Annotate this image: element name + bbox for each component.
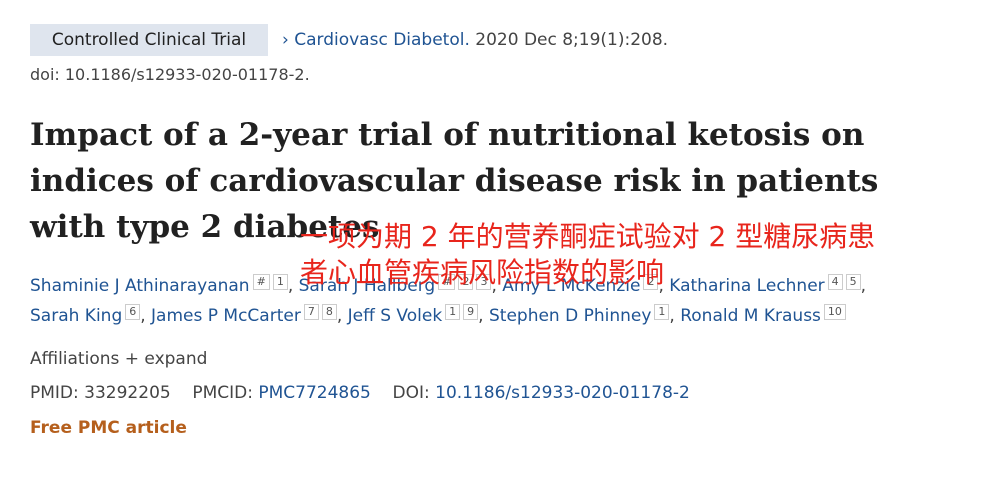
- affiliation-ref[interactable]: #: [438, 274, 456, 290]
- affiliation-ref[interactable]: 10: [823, 304, 846, 320]
- affiliation-ref[interactable]: 5: [845, 274, 861, 290]
- author-link[interactable]: Jeff S Volek: [347, 306, 443, 326]
- author-link[interactable]: James P McCarter: [151, 306, 301, 326]
- affiliation-ref[interactable]: 1: [654, 304, 670, 320]
- identifiers: PMID: 33292205 PMCID: PMC7724865 DOI: 10…: [30, 383, 690, 403]
- affiliation-ref[interactable]: 7: [303, 304, 319, 320]
- author-link[interactable]: Shaminie J Athinarayanan: [30, 276, 250, 296]
- affiliation-ref[interactable]: 3: [476, 274, 492, 290]
- authors: Shaminie J Athinarayanan #1, Sarah J Hall…: [30, 274, 867, 326]
- overlay-line: 者心血管疾病风险指数的影响: [300, 256, 665, 289]
- publication-type[interactable]: Controlled Clinical Trial: [30, 24, 268, 56]
- translation-overlay: 一项为期 2 年的营养酮症试验对 2 型糖尿病患 者心血管疾病风险指数的影响: [300, 219, 875, 291]
- affiliation-ref[interactable]: 2: [643, 274, 659, 290]
- affiliation-ref[interactable]: #: [252, 274, 270, 290]
- author-link[interactable]: Ronald M Krauss: [680, 306, 821, 326]
- author: Shaminie J Athinarayanan #1: [30, 274, 288, 296]
- author-link[interactable]: Stephen D Phinney: [488, 306, 652, 326]
- doi-link[interactable]: 10.1186/s12933-020-01178-2: [435, 383, 690, 403]
- citation: › Cardiovasc Diabetol. 2020 Dec 8;19(1):…: [282, 28, 668, 52]
- affiliation-ref[interactable]: 6: [125, 304, 141, 320]
- overlay-line: 一项为期 2 年的营养酮症试验对 2 型糖尿病患: [300, 220, 876, 253]
- expand-button[interactable]: + expand: [124, 349, 208, 369]
- affiliation-ref[interactable]: 8: [321, 304, 337, 320]
- author-link[interactable]: Sarah King: [30, 306, 123, 326]
- arrow: ›: [282, 30, 289, 50]
- affiliations-label: Affiliations: [30, 349, 120, 369]
- author: Sarah J Hallberg #2 3: [298, 274, 492, 296]
- affiliation-ref[interactable]: 9: [463, 304, 479, 320]
- citation-text: 2020 Dec 8;19(1):208.: [469, 30, 669, 50]
- author: Amy L McKenzie 2: [502, 274, 659, 296]
- author: Katharina Lechner 4 5: [669, 274, 861, 296]
- author: Stephen D Phinney 1: [488, 304, 670, 326]
- affiliation-ref[interactable]: 1: [272, 274, 288, 290]
- author: James P McCarter 7 8: [151, 304, 337, 326]
- free-article[interactable]: Free PMC article: [30, 418, 187, 438]
- affiliation-ref[interactable]: 4: [827, 274, 843, 290]
- affiliation-ref[interactable]: 1: [445, 304, 461, 320]
- affiliations: Affiliations + expand: [30, 349, 207, 369]
- author: Ronald M Krauss 10: [680, 304, 846, 326]
- journal-link[interactable]: Cardiovasc Diabetol.: [294, 30, 470, 50]
- author-link[interactable]: Sarah J Hallberg: [298, 276, 436, 296]
- pmcid-link[interactable]: PMC7724865: [258, 383, 371, 403]
- pmcid-label: PMCID:: [192, 383, 253, 403]
- affiliation-ref[interactable]: 2: [458, 274, 474, 290]
- author-link[interactable]: Katharina Lechner: [669, 276, 825, 296]
- author: Sarah King 6: [30, 304, 141, 326]
- doi-label: DOI:: [392, 383, 430, 403]
- doi: doi: 10.1186/s12933-020-01178-2.: [30, 65, 310, 84]
- pmid: 33292205: [84, 383, 171, 403]
- article-title: Impact of a 2-year trial of nutritional …: [30, 117, 879, 245]
- author-link[interactable]: Amy L McKenzie: [502, 276, 641, 296]
- author: Jeff S Volek 1 9: [347, 304, 479, 326]
- pmid-label: PMID:: [30, 383, 79, 403]
